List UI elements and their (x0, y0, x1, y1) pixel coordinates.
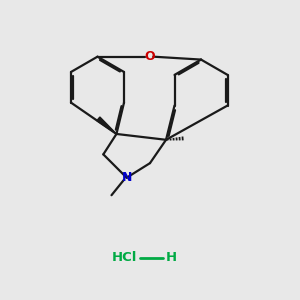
Text: H: H (166, 251, 177, 264)
Text: O: O (144, 50, 154, 63)
Text: N: N (122, 171, 132, 184)
Polygon shape (97, 117, 116, 134)
Text: HCl: HCl (112, 251, 137, 264)
